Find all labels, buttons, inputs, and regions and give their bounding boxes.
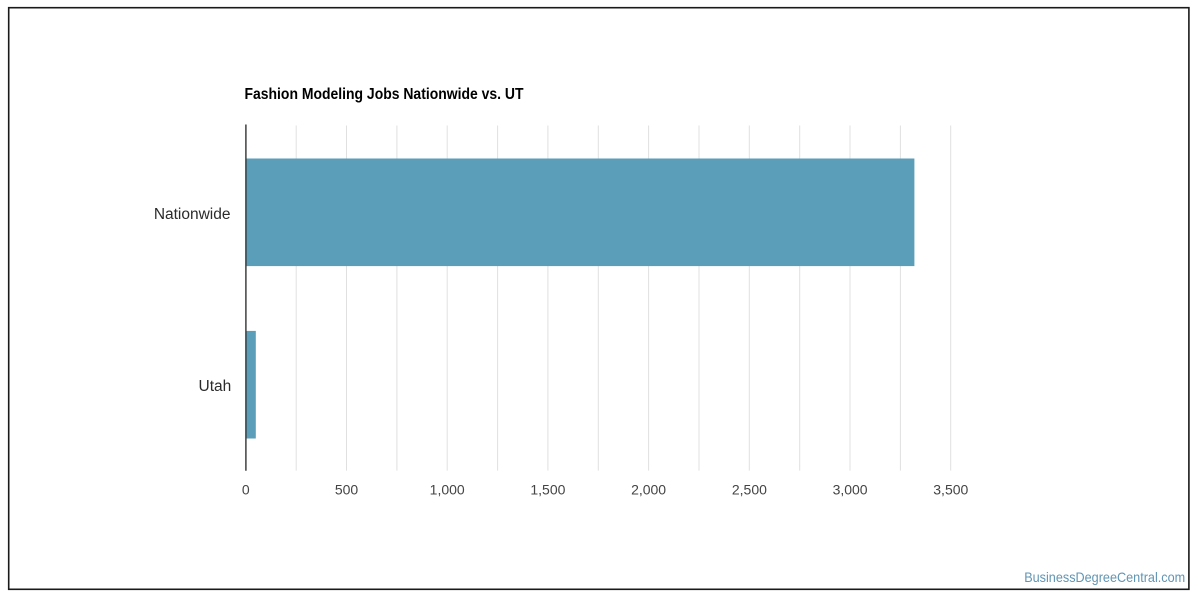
svg-text:1,000: 1,000 [430,482,465,498]
svg-text:0: 0 [242,482,250,498]
svg-text:BusinessDegreeCentral.com: BusinessDegreeCentral.com [1024,570,1185,585]
svg-text:2,000: 2,000 [631,482,666,498]
svg-text:Utah: Utah [199,378,232,395]
svg-text:2,500: 2,500 [732,482,767,498]
svg-text:500: 500 [335,482,359,498]
svg-text:3,000: 3,000 [833,482,868,498]
svg-text:Nationwide: Nationwide [154,206,231,223]
svg-text:3,500: 3,500 [933,482,968,498]
svg-text:Fashion Modeling Jobs Nationwi: Fashion Modeling Jobs Nationwide vs. UT [245,86,524,103]
svg-text:1,500: 1,500 [530,482,565,498]
